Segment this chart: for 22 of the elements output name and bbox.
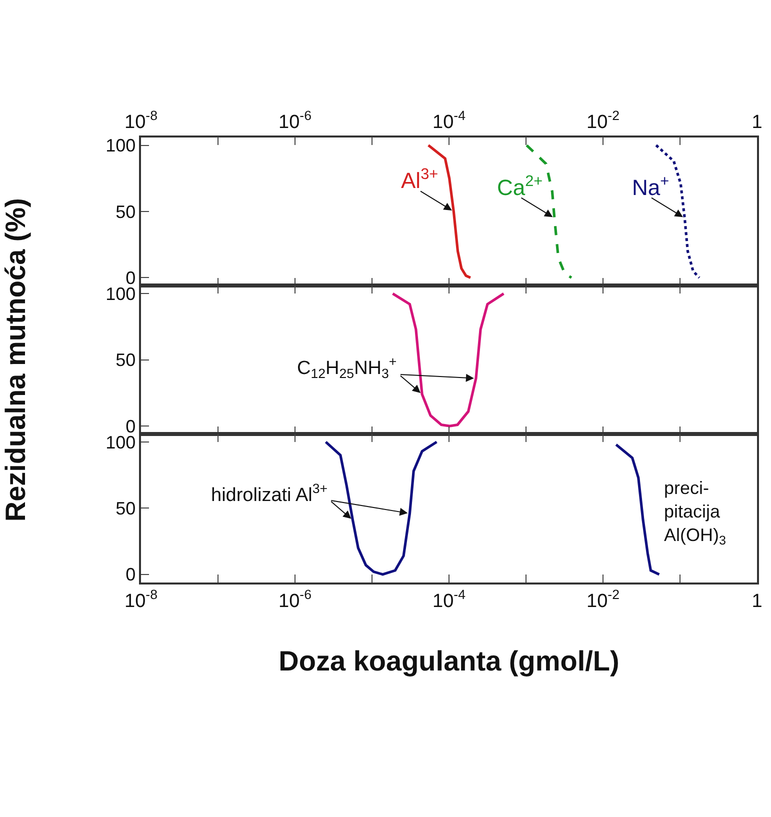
x-tick-label: 10$^{-4}$ <box>432 586 466 612</box>
x-tick-label: 1 <box>752 590 762 612</box>
x-tick-label: 10$^{-6}$ <box>278 108 312 133</box>
annotation: hidrolizati Al$^{3+}$ <box>211 481 328 506</box>
y-tick-label: 0 <box>126 564 136 585</box>
y-tick-label: 100 <box>106 136 136 156</box>
y-tick-label: 50 <box>116 202 136 222</box>
y-tick-label: 50 <box>116 498 136 518</box>
x-tick-label: 10$^{-2}$ <box>586 108 620 133</box>
x-tick-label: 10$^{-6}$ <box>278 586 312 612</box>
x-tick-label: 10$^{-4}$ <box>432 108 466 133</box>
series-label: Al$^{3+}$ <box>401 166 438 194</box>
series-label: Ca$^{2+}$ <box>497 173 543 200</box>
y-axis-title: Rezidualna mutnoća (%) <box>0 198 31 522</box>
x-axis-title: Doza koagulanta (gmol/L) <box>278 646 620 677</box>
x-tick-label: 1 <box>752 112 762 133</box>
x-tick-label: 10$^{-8}$ <box>124 586 158 612</box>
series-label: Na$^{+}$ <box>632 173 670 200</box>
y-tick-label: 50 <box>116 350 136 370</box>
annotation: preci- pitacija Al(OH)$_{3}$ <box>664 478 726 548</box>
x-tick-label: 10$^{-2}$ <box>586 586 620 612</box>
x-tick-label: 10$^{-8}$ <box>124 108 158 133</box>
